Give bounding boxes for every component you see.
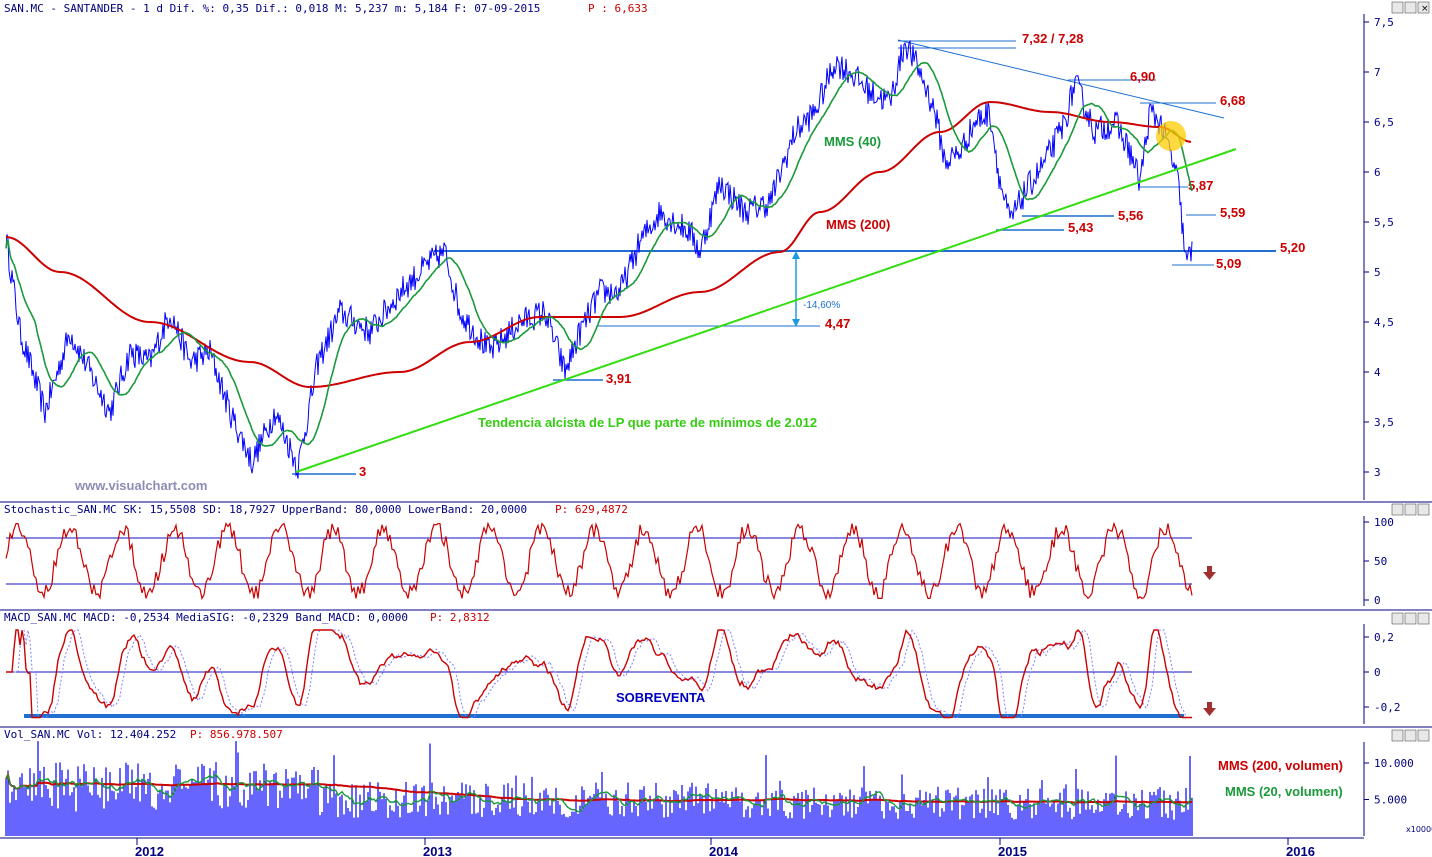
- price-y-tick-label: 4,5: [1374, 316, 1394, 329]
- stochastic-panel: Stochastic_SAN.MC SK: 15,5508 SD: 18,792…: [4, 503, 1430, 607]
- stoch-y-axis: 100 50 0: [1364, 516, 1394, 607]
- price-y-tick-label: 4: [1374, 366, 1381, 379]
- x-axis: 2012 2013 2014 2015 2016: [135, 838, 1315, 857]
- mms40-label: MMS (40): [824, 134, 881, 149]
- price-header: SAN.MC - SANTANDER - 1 d Dif. %: 0,35 Di…: [4, 2, 540, 15]
- price-y-tick-label: 6,5: [1374, 116, 1394, 129]
- macd-header-p: P: 2,8312: [430, 611, 490, 624]
- stoch-control-icons[interactable]: [1391, 503, 1430, 516]
- macd-y-axis: 0,2 0 -0,2: [1364, 631, 1401, 714]
- x-tick-label: 2016: [1286, 844, 1315, 857]
- price-panel: SAN.MC - SANTANDER - 1 d Dif. %: 0,35 Di…: [4, 1, 1430, 500]
- macd-y-tick-label: 0: [1374, 666, 1381, 679]
- resistance-trendline: [897, 39, 1225, 119]
- x-tick-label: 2015: [998, 844, 1027, 857]
- stoch-header-p: P: 629,4872: [555, 503, 628, 516]
- price-y-tick-label: 5: [1374, 266, 1381, 279]
- vol-header: Vol_SAN.MC Vol: 12.404.252: [4, 728, 176, 741]
- x-tick-label: 2014: [709, 844, 739, 857]
- macd-panel: MACD_SAN.MC MACD: -0,2534 MediaSIG: -0,2…: [4, 611, 1430, 724]
- level-label-447: 4,47: [825, 316, 850, 331]
- down-arrow-icon: [1203, 566, 1216, 580]
- vol-scale-note: x10000: [1406, 825, 1432, 834]
- stoch-header: Stochastic_SAN.MC SK: 15,5508 SD: 18,792…: [4, 503, 527, 516]
- x-tick-label: 2013: [423, 844, 452, 857]
- vol-mms20-line: [5, 772, 1193, 813]
- stoch-y-tick-label: 50: [1374, 555, 1387, 568]
- vol-y-tick-label: 5.000: [1374, 794, 1407, 807]
- trend-label: Tendencia alcista de LP que parte de mín…: [478, 415, 817, 430]
- macd-y-tick-label: -0,2: [1374, 701, 1401, 714]
- macd-series-line: [6, 628, 1192, 719]
- level-label-559: 5,59: [1220, 205, 1245, 220]
- watermark: www.visualchart.com: [74, 478, 207, 493]
- panel-control-icons[interactable]: ×: [1391, 1, 1430, 14]
- stoch-series-line: [5, 521, 1193, 601]
- level-label-520: 5,20: [1280, 240, 1305, 255]
- price-y-tick-label: 3: [1374, 466, 1381, 479]
- price-y-tick-label: 5,5: [1374, 216, 1394, 229]
- price-y-tick-label: 7: [1374, 66, 1381, 79]
- price-y-tick-label: 7,5: [1374, 16, 1394, 29]
- level-label-556: 5,56: [1118, 208, 1143, 223]
- level-label-391: 3,91: [606, 371, 631, 386]
- vol-header-p: P: 856.978.507: [190, 728, 283, 741]
- level-label-3: 3: [359, 464, 366, 479]
- x-tick-label: 2012: [135, 844, 164, 857]
- price-y-tick-label: 3,5: [1374, 416, 1394, 429]
- macd-signal-line: [6, 629, 1192, 718]
- percent-label: -14,60%: [803, 300, 840, 311]
- price-header-p: P : 6,633: [588, 2, 648, 15]
- vol-y-axis: 10.000 5.000: [1364, 757, 1414, 807]
- price-y-tick-label: 6: [1374, 166, 1381, 179]
- uptrend-line: [295, 148, 1237, 473]
- highlight-circle: [1156, 121, 1186, 151]
- macd-control-icons[interactable]: [1391, 612, 1430, 625]
- vol-control-icons[interactable]: [1391, 729, 1430, 742]
- price-series-line: [5, 39, 1193, 479]
- vol-y-tick-label: 10.000: [1374, 757, 1414, 770]
- volume-panel: Vol_SAN.MC Vol: 12.404.252 P: 856.978.50…: [4, 728, 1432, 836]
- stoch-y-tick-label: 100: [1374, 516, 1394, 529]
- vol-mms200-label: MMS (200, volumen): [1218, 758, 1343, 773]
- level-labels: 7,32 / 7,28 6,90 6,68 5,87 5,59 5,56 5,4…: [359, 31, 1305, 479]
- level-label-543: 5,43: [1068, 220, 1093, 235]
- level-label-587: 5,87: [1188, 178, 1213, 193]
- macd-header: MACD_SAN.MC MACD: -0,2534 MediaSIG: -0,2…: [4, 611, 408, 624]
- level-label-668: 6,68: [1220, 93, 1245, 108]
- level-label-690: 6,90: [1130, 69, 1155, 84]
- price-y-axis: 7,5 7 6,5 6 5,5 5 4,5 4 3,5 3: [1364, 16, 1394, 479]
- level-label-509: 5,09: [1216, 256, 1241, 271]
- sobreventa-label: SOBREVENTA: [616, 690, 706, 705]
- macd-y-tick-label: 0,2: [1374, 631, 1394, 644]
- mms200-label: MMS (200): [826, 217, 890, 232]
- mms200-series-line: [5, 100, 1192, 388]
- vol-mms20-label: MMS (20, volumen): [1225, 784, 1343, 799]
- svg-text:×: ×: [1421, 4, 1429, 14]
- down-arrow-icon: [1203, 702, 1216, 716]
- vol-mms200-line: [5, 771, 1193, 804]
- level-label-732: 7,32 / 7,28: [1022, 31, 1083, 46]
- stoch-y-tick-label: 0: [1374, 594, 1381, 607]
- mms40-series-line: [5, 61, 1193, 447]
